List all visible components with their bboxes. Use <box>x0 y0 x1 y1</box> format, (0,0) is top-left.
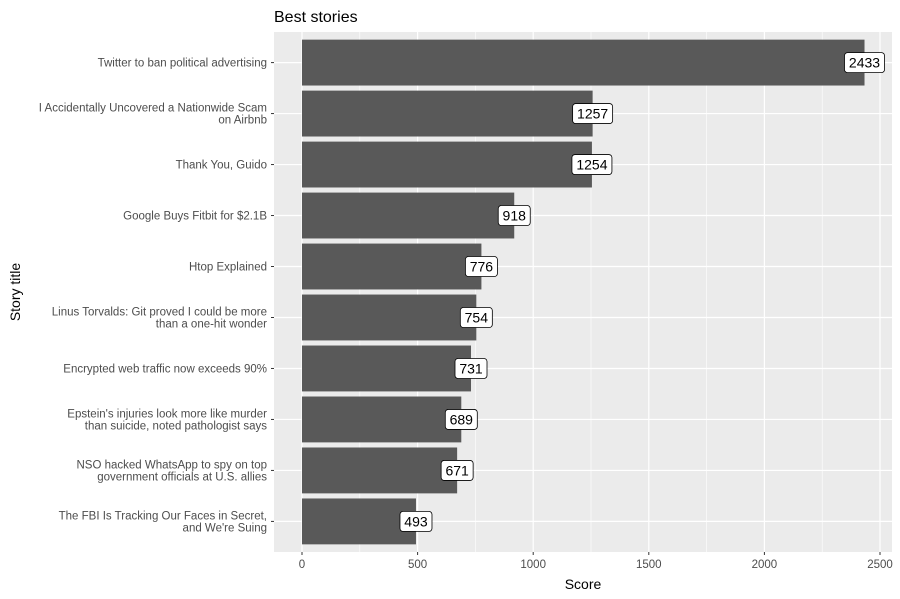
data-label-box <box>454 358 488 379</box>
bar <box>302 447 458 494</box>
bar <box>302 498 416 545</box>
bar <box>302 90 593 137</box>
data-label-text: 671 <box>445 462 469 478</box>
data-label-text: 493 <box>404 513 428 529</box>
bar <box>302 294 477 341</box>
data-label: 1254 <box>571 154 613 175</box>
bar <box>302 39 865 86</box>
y-tick-label: Encrypted web traffic now exceeds 90% <box>63 363 267 375</box>
data-label: 754 <box>459 307 493 328</box>
data-label: 689 <box>444 409 478 430</box>
data-label-box <box>497 205 531 226</box>
data-label-text: 1257 <box>577 106 608 122</box>
x-tick-label: 0 <box>299 559 305 571</box>
data-label-box <box>465 256 498 277</box>
x-tick-label: 1000 <box>520 559 546 571</box>
x-tick-label: 500 <box>408 559 427 571</box>
y-axis-title: Story title <box>7 263 23 322</box>
y-tick-label: Thank You, Guido <box>176 160 267 172</box>
data-label: 776 <box>465 256 498 277</box>
y-tick-label: The FBI Is Tracking Our Faces in Secret,… <box>59 510 267 534</box>
data-label: 671 <box>440 460 474 481</box>
y-tick-label: Htop Explained <box>189 262 267 274</box>
data-label: 918 <box>497 205 531 226</box>
data-label-box <box>459 307 493 328</box>
bar <box>302 192 515 239</box>
data-label-box <box>444 409 478 430</box>
y-tick-label: Twitter to ban political advertising <box>98 58 267 70</box>
y-axis: Twitter to ban political advertising I Ac… <box>39 58 274 534</box>
x-tick-label: 2000 <box>752 559 778 571</box>
data-label-text: 731 <box>459 360 483 376</box>
data-label-box <box>572 103 614 124</box>
bar <box>302 243 482 290</box>
data-label: 731 <box>454 358 488 379</box>
y-tick-label: I Accidentally Uncovered a Nationwide Sc… <box>39 103 267 127</box>
data-labels: 2433 1257 1254 918 776 754 731 689 671 493 <box>399 52 885 532</box>
y-tick-label: Epstein's injuries look more like murder… <box>67 408 267 432</box>
x-tick-label: 1500 <box>636 559 662 571</box>
x-axis-title: Score <box>565 576 602 592</box>
bar <box>302 141 592 188</box>
x-tick-label: 2500 <box>867 559 893 571</box>
data-label-text: 918 <box>503 208 527 224</box>
y-tick-label: NSO hacked WhatsApp to spy on top governm… <box>77 459 268 483</box>
y-tick-label: Google Buys Fitbit for $2.1B <box>123 211 267 223</box>
chart-title: Best stories <box>274 9 358 26</box>
y-tick-label: Linus Torvalds: Git proved I could be mo… <box>52 306 267 330</box>
bar <box>302 345 472 392</box>
data-label-text: 754 <box>465 309 489 325</box>
data-label-text: 1254 <box>576 157 607 173</box>
bar <box>302 396 462 443</box>
data-label-box <box>399 511 433 532</box>
x-axis: 0 500 1000 1500 2000 2500 <box>299 552 893 571</box>
data-label-box <box>571 154 613 175</box>
data-label-box <box>440 460 474 481</box>
data-label-box <box>844 52 885 73</box>
bars <box>302 39 865 545</box>
data-label: 493 <box>399 511 433 532</box>
data-label-text: 776 <box>470 259 494 275</box>
data-label-text: 689 <box>450 411 474 427</box>
data-label-text: 2433 <box>849 55 880 71</box>
data-label: 1257 <box>572 103 614 124</box>
data-label: 2433 <box>844 52 885 73</box>
